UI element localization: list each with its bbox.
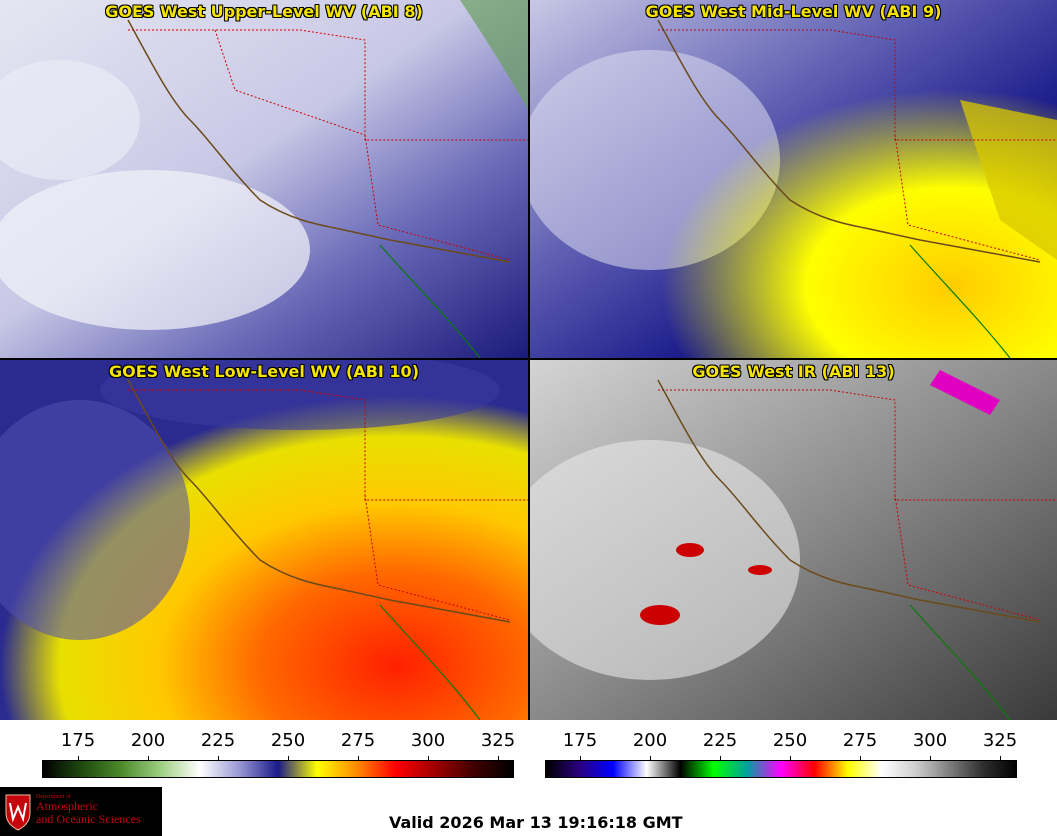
ir-colorbar bbox=[545, 760, 1017, 778]
wv-tick-label: 175 bbox=[60, 730, 96, 751]
ir-tick-label: 275 bbox=[842, 730, 878, 751]
ir-panel: GOES West IR (ABI 13) bbox=[530, 360, 1057, 720]
wv-colorbar bbox=[42, 760, 514, 778]
ir-tick-label: 200 bbox=[632, 730, 668, 751]
upper-level-wv-panel: GOES West Upper-Level WV (ABI 8) bbox=[0, 0, 528, 358]
colorbar-tick-mark bbox=[78, 756, 79, 761]
low-level-wv-panel: GOES West Low-Level WV (ABI 10) bbox=[0, 360, 528, 720]
logo-text: Department of Atmospheric and Oceanic Sc… bbox=[36, 794, 141, 825]
low-level-wv-image bbox=[0, 360, 528, 720]
colorbar-tick-mark bbox=[860, 756, 861, 761]
colorbar-tick-mark bbox=[1000, 756, 1001, 761]
wv-tick-label: 250 bbox=[270, 730, 306, 751]
colorbar-tick-mark bbox=[148, 756, 149, 761]
colorbar-tick-mark bbox=[790, 756, 791, 761]
ir-tick-label: 225 bbox=[702, 730, 738, 751]
logo-line-2: and Oceanic Sciences bbox=[36, 811, 141, 826]
colorbar-tick-mark bbox=[218, 756, 219, 761]
panel-title: GOES West Upper-Level WV (ABI 8) bbox=[105, 2, 423, 21]
colorbar-tick-mark bbox=[498, 756, 499, 761]
wv-tick-label: 275 bbox=[340, 730, 376, 751]
upper-level-wv-image bbox=[0, 0, 528, 358]
ir-image bbox=[530, 360, 1057, 720]
colorbar-tick-mark bbox=[580, 756, 581, 761]
valid-timestamp: Valid 2026 Mar 13 19:16:18 GMT bbox=[389, 813, 683, 832]
ir-tick-label: 300 bbox=[912, 730, 948, 751]
colorbar-tick-mark bbox=[650, 756, 651, 761]
colorbar-tick-mark bbox=[930, 756, 931, 761]
wv-tick-label: 225 bbox=[200, 730, 236, 751]
mid-level-wv-image bbox=[530, 0, 1057, 358]
colorbar-tick-mark bbox=[358, 756, 359, 761]
uw-crest-icon bbox=[5, 794, 31, 831]
ir-tick-label: 325 bbox=[982, 730, 1018, 751]
panel-title: GOES West IR (ABI 13) bbox=[692, 362, 895, 381]
mid-level-wv-panel: GOES West Mid-Level WV (ABI 9) bbox=[530, 0, 1057, 358]
wv-colorbar-scale: 175 200 225 250 275 300 325 bbox=[0, 722, 528, 782]
ir-tick-label: 250 bbox=[772, 730, 808, 751]
logo-line-1: Atmospheric bbox=[36, 799, 98, 814]
panel-title: GOES West Mid-Level WV (ABI 9) bbox=[645, 2, 942, 21]
panel-divider-horizontal bbox=[0, 358, 1057, 360]
wv-tick-label: 325 bbox=[480, 730, 516, 751]
ir-colorbar-scale: 175 200 225 250 275 300 325 bbox=[530, 722, 1057, 782]
colorbar-tick-mark bbox=[428, 756, 429, 761]
panel-title: GOES West Low-Level WV (ABI 10) bbox=[108, 362, 419, 381]
wv-tick-label: 300 bbox=[410, 730, 446, 751]
aos-logo[interactable]: Department of Atmospheric and Oceanic Sc… bbox=[0, 787, 162, 836]
wv-tick-label: 200 bbox=[130, 730, 166, 751]
ir-tick-label: 175 bbox=[562, 730, 598, 751]
colorbar-tick-mark bbox=[720, 756, 721, 761]
logo-dept: Department of bbox=[36, 794, 71, 800]
panel-divider-vertical bbox=[528, 0, 530, 720]
colorbar-tick-mark bbox=[288, 756, 289, 761]
